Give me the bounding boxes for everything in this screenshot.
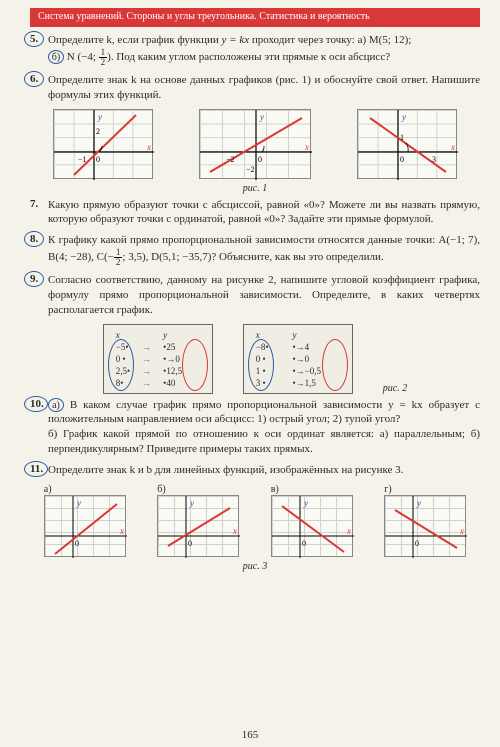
svg-text:0: 0: [400, 155, 404, 164]
figure-2: xy −5•→•25 0 •→•→0 2,5•→•12,5 8•→•40 xy …: [30, 324, 480, 394]
problem-number: 5.: [30, 33, 38, 45]
problem-number: 10.: [30, 398, 44, 410]
graph-3d: г) y 0 x: [384, 484, 466, 557]
problem-text: Определите знак k на основе данных графи…: [48, 73, 480, 103]
svg-text:y: y: [416, 498, 421, 508]
page-number: 165: [0, 729, 500, 741]
problem-text: Согласно соответствию, данному на рисунк…: [48, 273, 480, 318]
svg-text:−2: −2: [226, 155, 235, 164]
graph-3c: в) y 0 x: [271, 484, 353, 557]
svg-text:y: y: [401, 112, 406, 122]
graph-1b: y x −2 0 −2: [199, 109, 311, 179]
figure-1-caption: рис. 1: [30, 183, 480, 194]
problem-8: 8. К графику какой прямо пропорционально…: [30, 233, 480, 267]
textbook-page: Система уравнений. Стороны и углы треуго…: [0, 0, 500, 747]
problem-5: 5. Определите k, если график функции y =…: [30, 33, 480, 67]
problem-number: 6.: [30, 73, 38, 85]
svg-text:0: 0: [75, 539, 79, 548]
problem-text: Определите знак k и b для линейных функц…: [48, 463, 480, 478]
svg-text:0: 0: [188, 539, 192, 548]
graph-3a: а) y 0 x: [44, 484, 126, 557]
oval-left-icon: [248, 339, 274, 391]
svg-text:3: 3: [432, 155, 436, 164]
problem-number: 7.: [30, 198, 38, 210]
svg-text:y: y: [76, 498, 81, 508]
svg-text:y: y: [97, 112, 102, 122]
problem-6: 6. Определите знак k на основе данных гр…: [30, 73, 480, 103]
figure-3-caption: рис. 3: [30, 561, 480, 572]
problem-text: К графику какой прямо пропорциональной з…: [48, 233, 480, 267]
svg-text:x: x: [146, 142, 151, 152]
header-arrow-icon: [462, 12, 472, 24]
figure-1: y x 2 −1 0 y x −2 0 −2: [30, 109, 480, 179]
header-text: Система уравнений. Стороны и углы треуго…: [38, 11, 370, 22]
problem-number: 9.: [30, 273, 38, 285]
graph-3b: б) y 0 x: [157, 484, 239, 557]
oval-left-icon: [108, 339, 134, 391]
mapping-diagram-2: xy −8••→4 0 ••→0 1 ••→−0,5 3 ••→1,5: [243, 324, 353, 394]
problem-11: 11. Определите знак k и b для линейных ф…: [30, 463, 480, 478]
svg-text:0: 0: [258, 155, 262, 164]
problem-number: 8.: [30, 233, 38, 245]
svg-text:0: 0: [302, 539, 306, 548]
problem-10: 10. а) В каком случае график прямо пропо…: [30, 398, 480, 457]
svg-text:y: y: [189, 498, 194, 508]
svg-text:−2: −2: [246, 165, 255, 174]
graph-1a: y x 2 −1 0: [53, 109, 153, 179]
svg-text:x: x: [346, 526, 351, 536]
problem-number: 11.: [30, 463, 43, 475]
problem-text: Какую прямую образуют точки с абсциссой,…: [48, 198, 480, 228]
problem-7: 7. Какую прямую образуют точки с абсцисс…: [30, 198, 480, 228]
svg-text:y: y: [303, 498, 308, 508]
svg-text:1: 1: [400, 133, 404, 142]
oval-right-icon: [322, 339, 348, 391]
section-header: Система уравнений. Стороны и углы треуго…: [30, 8, 480, 27]
svg-text:x: x: [450, 142, 455, 152]
problem-text: а) В каком случае график прямо пропорцио…: [48, 398, 480, 457]
svg-text:x: x: [119, 526, 124, 536]
figure-3: а) y 0 x б) y 0: [30, 484, 480, 557]
svg-text:x: x: [304, 142, 309, 152]
mapping-diagram-1: xy −5•→•25 0 •→•→0 2,5•→•12,5 8•→•40: [103, 324, 213, 394]
problem-9: 9. Согласно соответствию, данному на рис…: [30, 273, 480, 318]
svg-text:0: 0: [415, 539, 419, 548]
svg-text:x: x: [459, 526, 464, 536]
problem-text: Определите k, если график функции y = kx…: [48, 33, 480, 67]
oval-right-icon: [182, 339, 208, 391]
figure-2-caption: рис. 2: [383, 383, 407, 394]
svg-text:−1: −1: [78, 155, 87, 164]
svg-text:0: 0: [96, 155, 100, 164]
svg-text:x: x: [232, 526, 237, 536]
graph-1c: y x 1 0 3: [357, 109, 457, 179]
svg-text:y: y: [259, 112, 264, 122]
sub-b: б): [48, 50, 64, 64]
sub-a: а): [48, 398, 64, 412]
svg-text:2: 2: [96, 127, 100, 136]
